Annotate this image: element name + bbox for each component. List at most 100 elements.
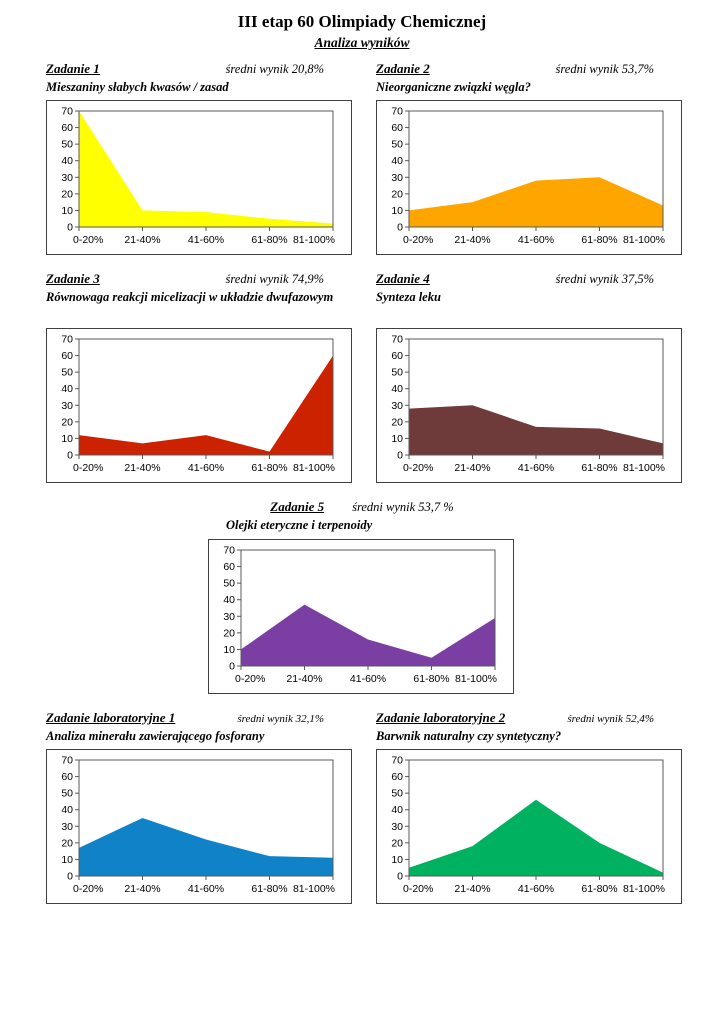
svg-text:21-40%: 21-40% — [286, 673, 322, 685]
task-heading: Zadanie 3 — [46, 271, 100, 287]
svg-text:50: 50 — [391, 787, 403, 799]
area-chart-svg: 0 10 20 30 40 50 60 70 0-20% 21-40% 41-60% 61-80% 81… — [61, 334, 335, 475]
svg-text:10: 10 — [391, 205, 403, 217]
task-score: średni wynik 52,4% — [567, 712, 654, 725]
svg-text:0: 0 — [397, 222, 403, 234]
svg-text:21-40%: 21-40% — [124, 234, 160, 246]
task-subtitle: Synteza leku — [376, 290, 441, 305]
task-subtitle: Mieszaniny słabych kwasów / zasad — [46, 80, 229, 94]
task-subtitle: Olejki eteryczne i terpenoidy — [226, 518, 373, 533]
svg-text:30: 30 — [61, 821, 73, 833]
svg-text:41-60%: 41-60% — [518, 462, 554, 474]
svg-text:61-80%: 61-80% — [251, 234, 287, 246]
task-subtitle: Barwnik naturalny czy syntetyczny? — [376, 728, 562, 743]
svg-text:20: 20 — [391, 837, 403, 849]
area-chart-laboratoryjne-2: 0 10 20 30 40 50 60 70 0-20% 21-40% 41-60% 61-80% 81… — [376, 748, 682, 904]
row-1: Zadanie 1 średni wynik 20,8% Mieszaniny … — [46, 61, 724, 256]
task-score: średni wynik 32,1% — [237, 712, 324, 725]
svg-text:60: 60 — [391, 350, 403, 362]
task-subtitle: Równowaga reakcji micelizacji w układzie… — [46, 290, 334, 305]
svg-text:40: 40 — [391, 155, 403, 167]
svg-text:21-40%: 21-40% — [124, 883, 160, 895]
svg-text:70: 70 — [61, 334, 73, 346]
svg-text:20: 20 — [391, 189, 403, 201]
svg-text:10: 10 — [391, 854, 403, 866]
svg-text:0: 0 — [67, 870, 73, 882]
area-chart-zadanie-3: 0 10 20 30 40 50 60 70 0-20% 21-40% 41-60% 61-80% 81… — [46, 328, 352, 484]
svg-text:0-20%: 0-20% — [403, 234, 433, 246]
svg-text:0-20%: 0-20% — [73, 883, 103, 895]
row-3: Zadanie laboratoryjne 1 średni wynik 32,… — [46, 710, 724, 904]
svg-text:50: 50 — [61, 139, 73, 151]
svg-text:10: 10 — [61, 205, 73, 217]
page-subtitle: Analiza wyników — [314, 35, 410, 50]
svg-text:30: 30 — [391, 172, 403, 184]
svg-text:50: 50 — [391, 139, 403, 151]
svg-text:50: 50 — [223, 577, 235, 589]
svg-text:10: 10 — [223, 643, 235, 655]
svg-text:41-60%: 41-60% — [188, 883, 224, 895]
svg-text:40: 40 — [223, 594, 235, 606]
svg-text:81-100%: 81-100% — [623, 883, 665, 895]
row-center: Zadanie 5 średni wynik 53,7 % Olejki ete… — [0, 499, 724, 694]
page-header: III etap 60 Olimpiady Chemicznej Analiza… — [0, 0, 724, 51]
svg-text:61-80%: 61-80% — [581, 462, 617, 474]
svg-text:81-100%: 81-100% — [623, 462, 665, 474]
svg-text:30: 30 — [223, 610, 235, 622]
task-heading: Zadanie 4 — [376, 271, 430, 287]
svg-text:40: 40 — [61, 804, 73, 816]
section-zadanie-laboratoryjne-2: Zadanie laboratoryjne 2 średni wynik 52,… — [376, 710, 684, 904]
svg-text:61-80%: 61-80% — [251, 462, 287, 474]
svg-text:70: 70 — [391, 754, 403, 766]
svg-text:0-20%: 0-20% — [235, 673, 265, 685]
svg-text:50: 50 — [61, 787, 73, 799]
area-chart-zadanie-4: 0 10 20 30 40 50 60 70 0-20% 21-40% 41-60% 61-80% 81… — [376, 328, 682, 484]
task-header: Zadanie 5 średni wynik 53,7 % — [208, 499, 516, 515]
svg-text:70: 70 — [61, 106, 73, 118]
svg-text:70: 70 — [61, 754, 73, 766]
task-subtitle: Analiza minerału zawierającego fosforany — [46, 728, 265, 743]
svg-text:60: 60 — [61, 350, 73, 362]
area-chart-svg: 0 10 20 30 40 50 60 70 0-20% 21-40% 41-60% 61-80% 81… — [391, 334, 665, 475]
svg-text:30: 30 — [61, 172, 73, 184]
svg-text:70: 70 — [223, 544, 235, 556]
svg-text:41-60%: 41-60% — [518, 883, 554, 895]
area-chart-zadanie-2: 0 10 20 30 40 50 60 70 0-20% 21-40% 41-60% 61-80% 81… — [376, 100, 682, 256]
area-chart-svg: 0 10 20 30 40 50 60 70 0-20% 21-40% 41-60% 61-80% 81… — [391, 754, 665, 895]
svg-text:0: 0 — [397, 870, 403, 882]
svg-text:81-100%: 81-100% — [293, 883, 335, 895]
svg-text:40: 40 — [61, 155, 73, 167]
task-score: średni wynik 20,8% — [225, 62, 324, 76]
page-title: III etap 60 Olimpiady Chemicznej — [237, 12, 487, 31]
task-score: średni wynik 53,7 % — [352, 500, 454, 515]
task-score: średni wynik 74,9% — [225, 272, 324, 287]
svg-text:0-20%: 0-20% — [403, 462, 433, 474]
section-zadanie-4: Zadanie 4 średni wynik 37,5% Synteza lek… — [376, 271, 684, 484]
svg-text:20: 20 — [61, 837, 73, 849]
area-chart-laboratoryjne-1: 0 10 20 30 40 50 60 70 0-20% 21-40% 41-60% 61-80% 81… — [46, 748, 352, 904]
svg-text:60: 60 — [223, 561, 235, 573]
svg-text:50: 50 — [61, 367, 73, 379]
svg-text:10: 10 — [61, 433, 73, 445]
svg-text:0: 0 — [67, 450, 73, 462]
svg-text:20: 20 — [61, 189, 73, 201]
task-header: Zadanie 3 średni wynik 74,9% — [46, 271, 354, 287]
svg-text:50: 50 — [391, 367, 403, 379]
svg-text:61-80%: 61-80% — [413, 673, 449, 685]
svg-text:70: 70 — [391, 106, 403, 118]
svg-text:20: 20 — [61, 417, 73, 429]
area-chart-svg: 0 10 20 30 40 50 60 70 0-20% 21-40% 41-60% 61-80% 81… — [391, 106, 665, 247]
svg-text:61-80%: 61-80% — [581, 883, 617, 895]
svg-text:41-60%: 41-60% — [350, 673, 386, 685]
svg-text:81-100%: 81-100% — [293, 234, 335, 246]
task-heading: Zadanie 1 — [46, 61, 100, 76]
svg-text:21-40%: 21-40% — [454, 462, 490, 474]
svg-text:60: 60 — [61, 122, 73, 134]
task-heading: Zadanie 5 — [270, 499, 325, 515]
svg-text:20: 20 — [223, 627, 235, 639]
svg-text:0-20%: 0-20% — [73, 462, 103, 474]
svg-text:30: 30 — [391, 821, 403, 833]
svg-text:40: 40 — [61, 383, 73, 395]
task-score: średni wynik 37,5% — [555, 272, 654, 287]
